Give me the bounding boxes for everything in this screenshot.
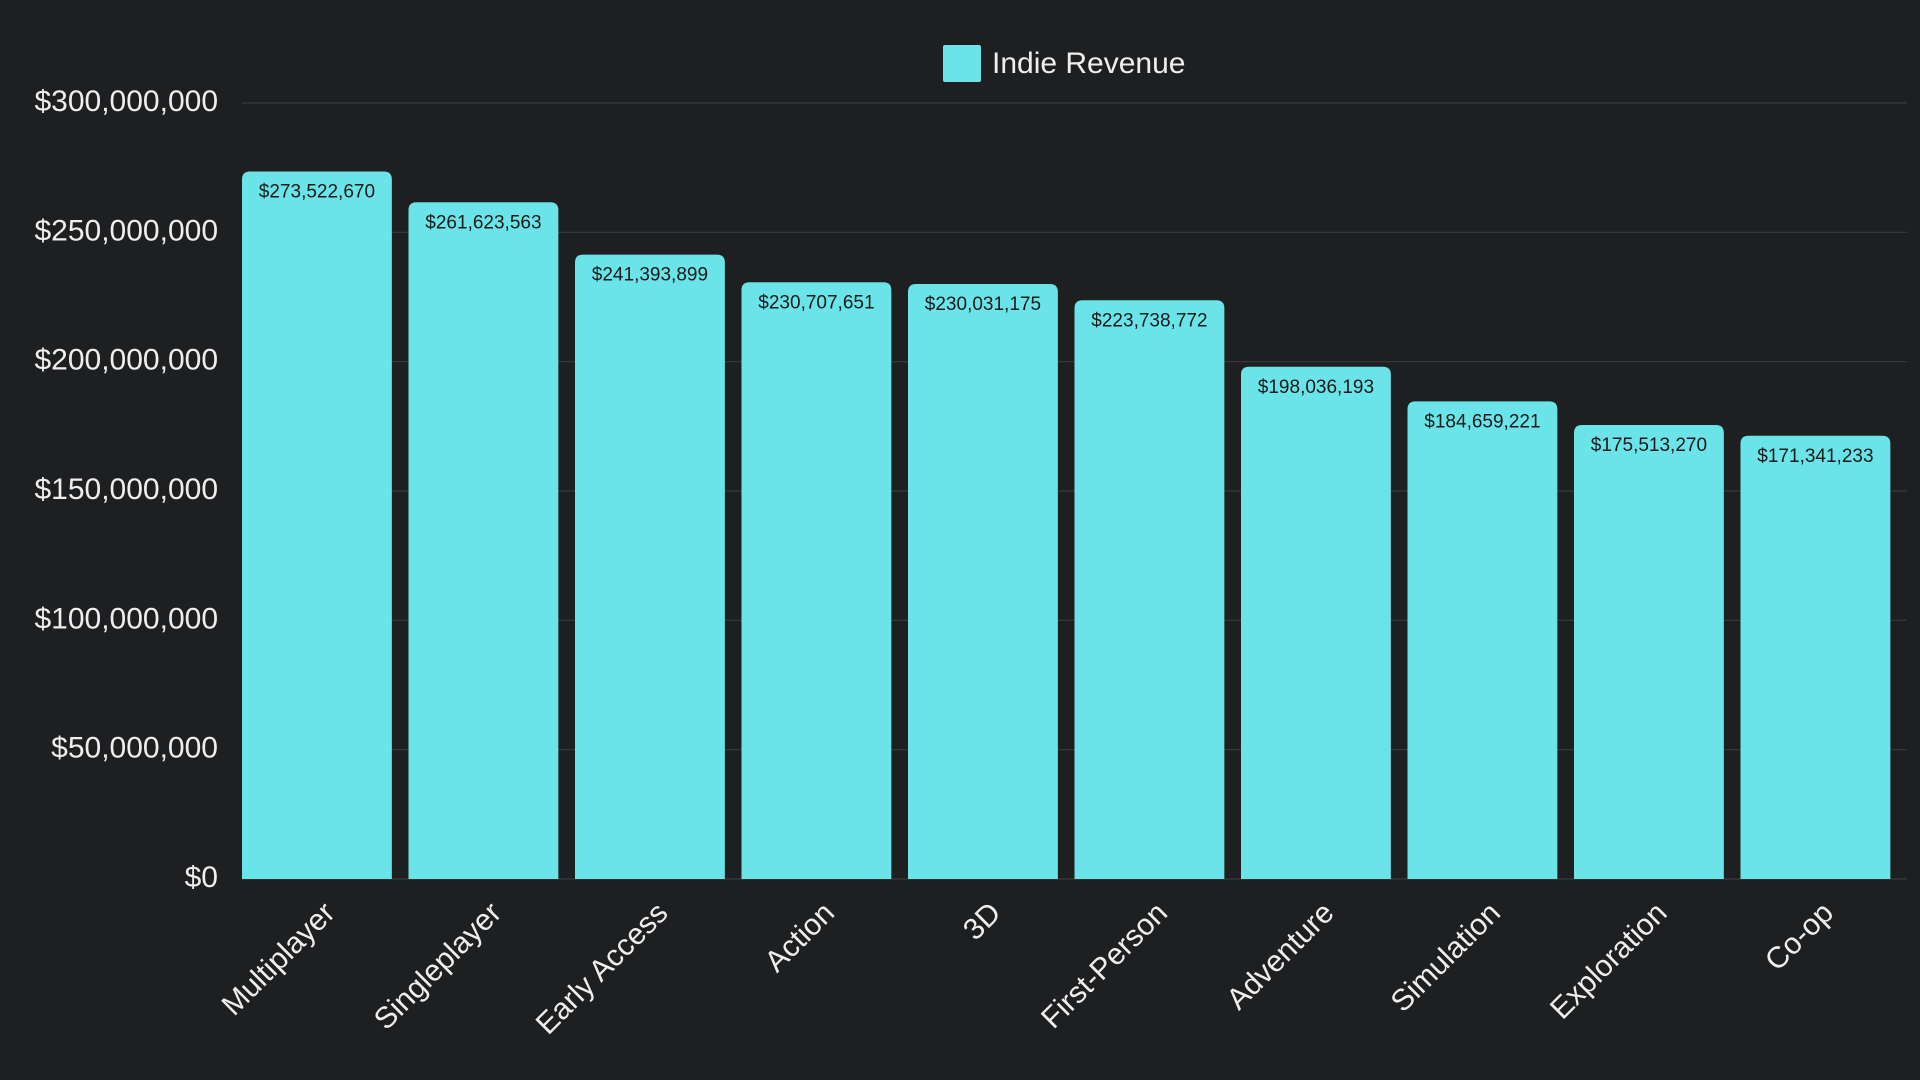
y-tick-label: $300,000,000: [34, 85, 218, 118]
bar: [1241, 366, 1391, 880]
y-tick-label: $250,000,000: [34, 214, 218, 247]
bar: [908, 283, 1058, 879]
bar: [1574, 425, 1724, 879]
value-label: $241,393,899: [592, 265, 708, 286]
y-tick-label: $200,000,000: [34, 344, 218, 377]
x-tick-label: Simulation: [1385, 896, 1507, 1018]
bar: [741, 282, 892, 879]
x-tick-label: Singleplayer: [368, 896, 508, 1036]
value-label: $171,341,233: [1757, 446, 1873, 467]
x-tick-label: Multiplayer: [216, 896, 342, 1022]
value-label: $184,659,221: [1424, 411, 1540, 432]
x-tick-label: Exploration: [1544, 896, 1673, 1025]
bar: [242, 171, 392, 879]
value-label: $230,031,175: [925, 294, 1041, 315]
legend-swatch: [943, 45, 981, 82]
value-label: $175,513,270: [1591, 435, 1707, 456]
y-tick-label: $0: [185, 861, 218, 894]
value-label: $273,522,670: [259, 182, 375, 203]
value-label: $223,738,772: [1091, 310, 1207, 331]
x-tick-label: Action: [759, 896, 841, 978]
value-label: $198,036,193: [1258, 377, 1374, 398]
bar: [408, 202, 559, 880]
bar: [575, 254, 725, 879]
bar: [1074, 300, 1225, 879]
x-tick-label: Co-op: [1759, 896, 1840, 977]
x-tick-label: Early Access: [530, 896, 675, 1041]
x-tick-label: First-Person: [1035, 896, 1174, 1035]
y-tick-label: $150,000,000: [34, 473, 218, 506]
x-tick-label: 3D: [957, 896, 1007, 946]
legend-label: Indie Revenue: [992, 47, 1185, 80]
value-label: $230,707,651: [758, 292, 874, 313]
value-label: $261,623,563: [425, 212, 541, 233]
y-tick-label: $100,000,000: [34, 602, 218, 635]
y-tick-label: $50,000,000: [51, 732, 218, 765]
bar: [1407, 401, 1558, 879]
bar: [1740, 435, 1891, 879]
x-tick-label: Adventure: [1220, 896, 1340, 1016]
